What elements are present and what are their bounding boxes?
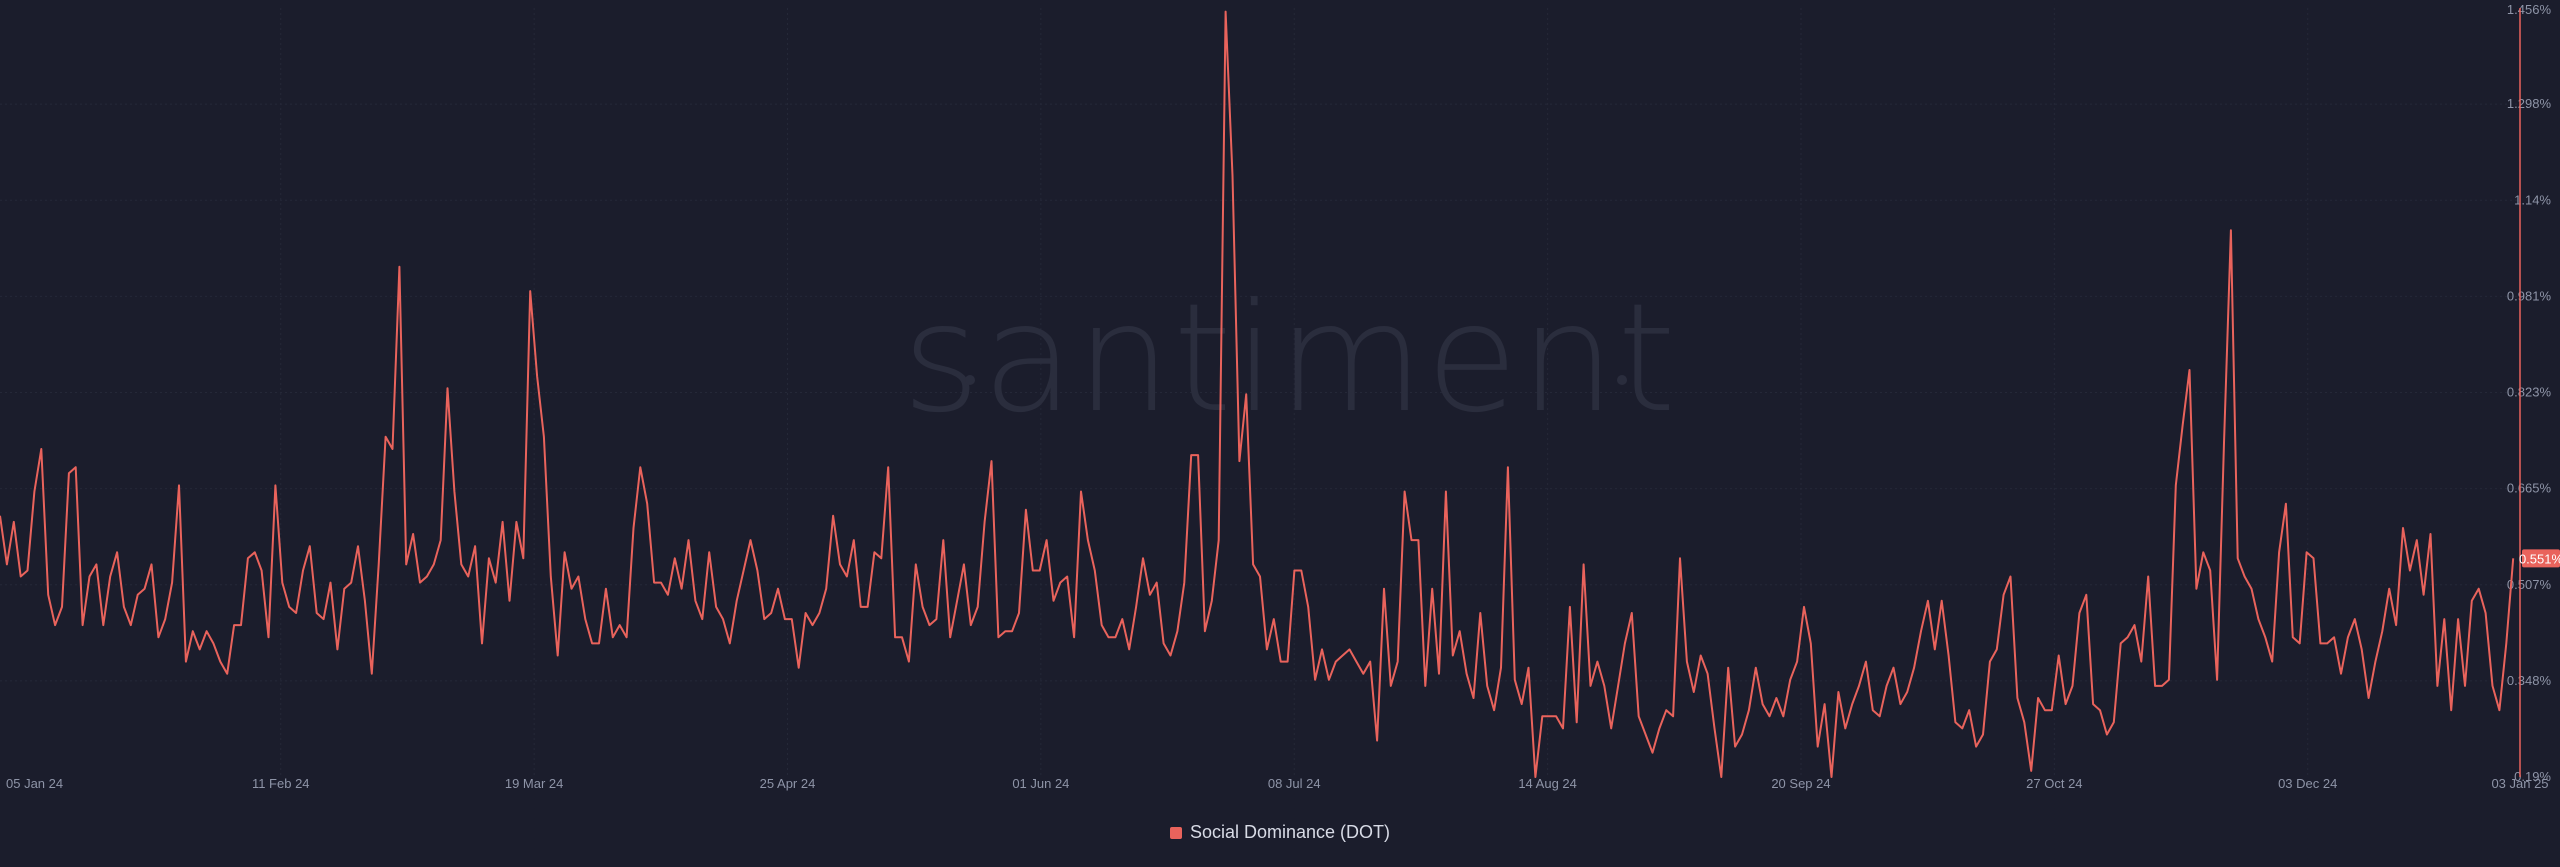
y-tick-label: 1.298% — [2507, 96, 2552, 111]
series-layer — [0, 10, 2515, 778]
y-tick-label: 0.507% — [2507, 577, 2552, 592]
last-value-badge: 0.551% — [2519, 549, 2560, 568]
last-value-label: 0.551% — [2519, 551, 2560, 566]
x-tick-label: 01 Jun 24 — [1012, 776, 1069, 791]
watermark-dot-left — [965, 375, 975, 385]
last-value-badge-bg — [2522, 549, 2560, 568]
x-tick-label: 05 Jan 24 — [6, 776, 63, 791]
x-tick-label: 14 Aug 24 — [1518, 776, 1577, 791]
legend[interactable]: Social Dominance (DOT) — [0, 822, 2560, 843]
series-line-social-dominance — [0, 10, 2515, 778]
y-axis: 1.456% 1.298% 1.14% 0.981% 0.823% 0.665% 0.507… — [2507, 2, 2552, 784]
y-tick-label: 0.981% — [2507, 288, 2552, 303]
x-tick-label: 25 Apr 24 — [760, 776, 816, 791]
y-tick-label: 0.823% — [2507, 385, 2552, 400]
legend-label: Social Dominance (DOT) — [1189, 822, 1391, 842]
y-tick-label: 0.19% — [2514, 769, 2551, 784]
x-tick-label: 20 Sep 24 — [1771, 776, 1830, 791]
y-tick-label: 1.456% — [2507, 2, 2552, 17]
x-tick-label: 03 Jan 25 — [2491, 776, 2548, 791]
legend-swatch — [1169, 826, 1182, 839]
y-tick-label: 0.665% — [2507, 481, 2552, 496]
x-tick-label: 11 Feb 24 — [252, 776, 310, 791]
x-tick-label: 19 Mar 24 — [505, 776, 564, 791]
watermark-dot-right — [1617, 375, 1627, 385]
x-tick-label: 03 Dec 24 — [2278, 776, 2337, 791]
x-tick-label: 08 Jul 24 — [1268, 776, 1321, 791]
x-tick-label: 27 Oct 24 — [2026, 776, 2082, 791]
y-tick-label: 0.348% — [2507, 673, 2552, 688]
watermark: santiment — [902, 272, 1678, 446]
x-axis: 05 Jan 24 11 Feb 24 19 Mar 24 25 Apr 24 01 J… — [6, 776, 2549, 791]
y-tick-label: 1.14% — [2514, 192, 2551, 207]
